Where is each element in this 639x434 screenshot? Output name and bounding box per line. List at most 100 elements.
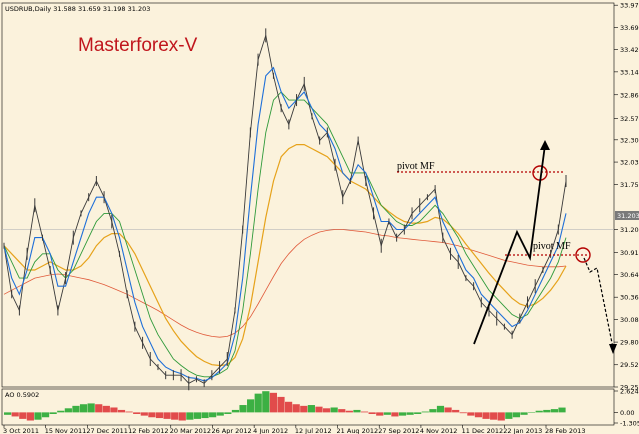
y-tick-label: 29.254 [620, 384, 639, 392]
ao-bar [117, 409, 126, 413]
y-tick-label: 32.309 [620, 136, 639, 144]
ao-bar [64, 408, 72, 413]
ao-bar [490, 412, 498, 420]
ao-bar [452, 409, 460, 413]
ao-bar [429, 409, 437, 413]
ao-bar [224, 412, 232, 414]
ao-bar [474, 412, 483, 418]
ao-bar [505, 412, 513, 419]
x-tick-label: 4 Jun 2012 [253, 427, 288, 434]
brand-title: Masterforex-V [78, 35, 198, 56]
ao-bar [550, 409, 559, 413]
ao-bar [345, 410, 353, 413]
trend-arrow-up [540, 140, 550, 150]
ao-bar [262, 391, 270, 413]
y-tick-label: 33.149 [620, 68, 639, 76]
ao-bar [360, 411, 369, 413]
current-price-box [615, 211, 639, 220]
ao-bar [535, 410, 543, 413]
trend-zigzag [473, 144, 546, 345]
ao-tick-label: 0.00 [620, 409, 634, 417]
price-line [3, 35, 567, 384]
ao-bar [512, 412, 521, 418]
ao-bar [391, 412, 399, 417]
ao-bar [148, 412, 156, 418]
ao-bar [254, 393, 262, 413]
ao-bar [444, 407, 452, 413]
overlay-layer [397, 140, 617, 354]
ao-bar [528, 412, 536, 413]
y-tick-label: 32.574 [620, 115, 639, 123]
ao-bar [269, 392, 278, 413]
y-tick-label: 30.364 [620, 294, 639, 302]
ao-bar [57, 410, 65, 413]
ao-bar [520, 412, 528, 415]
x-tick-label: 20 Mar 2012 [170, 427, 211, 434]
ao-bar [459, 412, 467, 414]
ao-bar [376, 412, 384, 416]
pivot-circle-lower [575, 247, 591, 263]
x-tick-label: 22 Jan 2013 [503, 427, 542, 434]
ao-bars [4, 391, 566, 421]
ao-bar [41, 412, 50, 418]
ao-bar [231, 409, 240, 413]
x-tick-label: 27 Sep 2012 [378, 427, 419, 434]
y-tick-label: 32.866 [620, 91, 639, 99]
x-tick-label: 12 Feb 2012 [128, 427, 168, 434]
current-price-label: 31.203 [617, 212, 639, 220]
ao-header: AO 0.5902 [5, 391, 39, 399]
y-tick-label: 32.034 [620, 159, 639, 167]
ao-bar [19, 412, 27, 419]
ao-bar [87, 403, 95, 413]
series-layer [3, 28, 567, 391]
ao-tick-label: 2.6247 [620, 388, 639, 396]
ao-bar [163, 412, 171, 419]
ao-bar [330, 407, 338, 413]
ao-bar [406, 412, 414, 415]
ao-bar [421, 411, 429, 413]
x-tick-label: 12 Jul 2012 [295, 427, 332, 434]
ao-bar [102, 405, 110, 413]
ao-bar [155, 412, 164, 419]
ao-bar [558, 407, 566, 413]
ao-bar [125, 411, 133, 413]
grid-layer [2, 4, 618, 428]
x-tick-label: 28 Feb 2013 [545, 427, 585, 434]
ao-bar [133, 412, 141, 414]
ao-bar [467, 412, 475, 416]
x-tick-label: 26 Apr 2012 [211, 427, 251, 434]
ao-bar [178, 412, 186, 421]
ao-bar [201, 412, 209, 419]
ao-bar [209, 412, 217, 418]
ao-bar [277, 396, 285, 413]
ao-bar [315, 406, 323, 413]
pivot-label-upper: pivot MF [397, 161, 435, 172]
symbol-header: USDRUB,Daily 31.588 31.659 31.198 31.203 [5, 5, 150, 13]
y-tick-label: 30.919 [620, 249, 639, 257]
ao-bar [383, 412, 391, 415]
y-axis-labels: 33.973 33.699 33.424 33.149 32.866 32.574 32.3… [620, 2, 639, 428]
y-tick-label: 29.809 [620, 339, 639, 347]
y-tick-label: 33.424 [620, 46, 639, 54]
ao-bar [543, 409, 551, 413]
ao-bar [322, 408, 331, 413]
y-tick-label: 30.644 [620, 271, 639, 279]
ao-bar [307, 405, 315, 413]
ao-bar [110, 407, 118, 413]
x-tick-label: 11 Dec 2012 [462, 427, 504, 434]
y-tick-label: 31.759 [620, 181, 639, 189]
pivot-label-lower: pivot MF [533, 241, 571, 252]
ao-bar [186, 412, 194, 420]
trend-arrow-down [609, 344, 617, 354]
y-tick-label: 31.203 [620, 226, 639, 234]
ma-mid-line [3, 91, 567, 378]
ao-bar [95, 404, 103, 413]
ao-bar [482, 412, 490, 419]
x-tick-label: 15 Nov 2011 [45, 427, 87, 434]
ao-bar [239, 405, 247, 413]
ao-bar [11, 412, 19, 417]
ao-bar [4, 412, 12, 415]
ao-bar [193, 412, 202, 419]
ao-bar [285, 401, 293, 413]
y-tick-label: 33.699 [620, 24, 639, 32]
